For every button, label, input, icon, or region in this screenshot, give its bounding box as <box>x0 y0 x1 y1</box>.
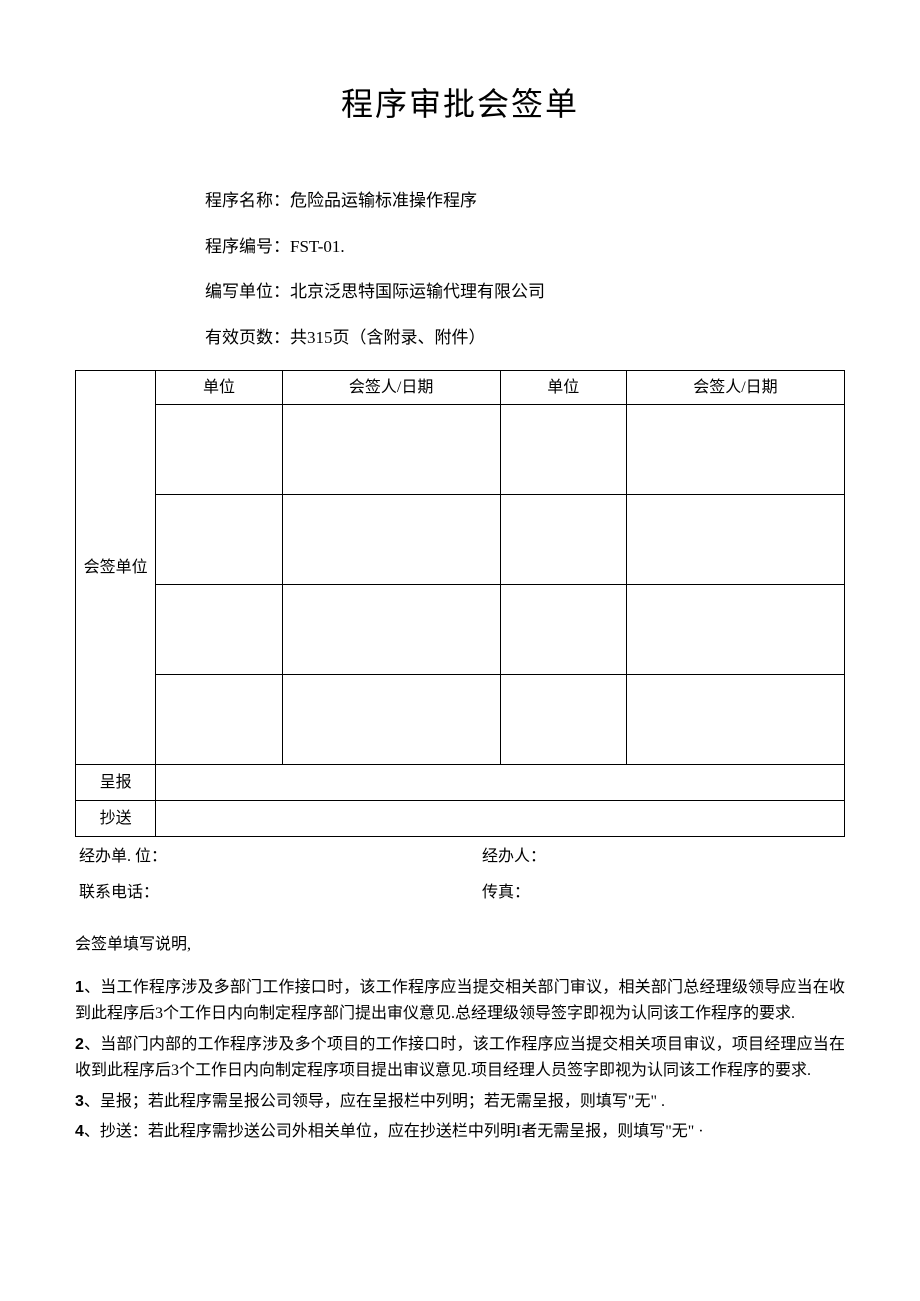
cell <box>626 495 844 585</box>
cell <box>156 675 282 765</box>
header-sign1: 会签人/日期 <box>282 371 500 405</box>
cell <box>282 405 500 495</box>
report-row: 呈报 <box>76 765 845 801</box>
notes-block: 1、当工作程序涉及多部门工作接口时，该工作程序应当提交相关部门审议，相关部门总经… <box>75 975 845 1145</box>
table-row <box>76 585 845 675</box>
copy-value-cell <box>156 801 845 837</box>
note-text: 、当工作程序涉及多部门工作接口时，该工作程序应当提交相关部门审议，相关部门总经理… <box>75 979 845 1022</box>
info-name-label: 程序名称： <box>205 191 290 210</box>
info-pages-value: 共315页（含附录、附件） <box>290 328 486 347</box>
header-sign2: 会签人/日期 <box>626 371 844 405</box>
note-item: 3、呈报；若此程序需呈报公司领导，应在呈报栏中列明；若无需呈报，则填写"无" . <box>75 1089 845 1115</box>
side-label: 会签单位 <box>84 559 148 576</box>
cell <box>156 495 282 585</box>
cell <box>500 675 626 765</box>
cell <box>282 495 500 585</box>
handler-unit: 经办单. 位： <box>75 845 442 869</box>
cell <box>282 585 500 675</box>
info-author-value: 北京泛思特国际运输代理有限公司 <box>290 282 545 301</box>
note-text: 、当部门内部的工作程序涉及多个项目的工作接口时，该工作程序应当提交相关项目审议，… <box>75 1036 845 1079</box>
document-title: 程序审批会签单 <box>75 80 845 128</box>
header-unit2: 单位 <box>500 371 626 405</box>
cell <box>156 585 282 675</box>
note-num: 4 <box>75 1123 84 1140</box>
signoff-table: 会签单位 单位 会签人/日期 单位 会签人/日期 呈报 抄送 <box>75 370 845 837</box>
info-code-value: FST-01. <box>290 237 345 256</box>
note-num: 3 <box>75 1093 84 1110</box>
copy-row: 抄送 <box>76 801 845 837</box>
note-text: 、抄送：若此程序需抄送公司外相关单位，应在抄送栏中列明I者无需呈报，则填写"无"… <box>84 1123 704 1140</box>
report-label-cell: 呈报 <box>76 765 156 801</box>
meta-row-2: 联系电话： 传真： <box>75 881 845 905</box>
cell <box>156 405 282 495</box>
table-row <box>76 405 845 495</box>
cell <box>500 405 626 495</box>
notes-title: 会签单填写说明, <box>75 933 845 957</box>
note-item: 2、当部门内部的工作程序涉及多个项目的工作接口时，该工作程序应当提交相关项目审议… <box>75 1032 845 1085</box>
table-row <box>76 495 845 585</box>
side-label-cell: 会签单位 <box>76 371 156 765</box>
note-item: 4、抄送：若此程序需抄送公司外相关单位，应在抄送栏中列明I者无需呈报，则填写"无… <box>75 1119 845 1145</box>
cell <box>500 585 626 675</box>
info-pages-label: 有效页数： <box>205 328 290 347</box>
info-pages: 有效页数：共315页（含附录、附件） <box>205 325 845 351</box>
info-name: 程序名称：危险品运输标准操作程序 <box>205 188 845 214</box>
note-item: 1、当工作程序涉及多部门工作接口时，该工作程序应当提交相关部门审议，相关部门总经… <box>75 975 845 1028</box>
note-num: 1 <box>75 979 84 996</box>
table-header-row: 会签单位 单位 会签人/日期 单位 会签人/日期 <box>76 371 845 405</box>
info-author-label: 编写单位： <box>205 282 290 301</box>
note-text: 、呈报；若此程序需呈报公司领导，应在呈报栏中列明；若无需呈报，则填写"无" . <box>84 1093 665 1110</box>
phone: 联系电话： <box>75 881 442 905</box>
fax: 传真： <box>442 881 845 905</box>
report-value-cell <box>156 765 845 801</box>
cell <box>626 585 844 675</box>
info-name-value: 危险品运输标准操作程序 <box>290 191 477 210</box>
copy-label-cell: 抄送 <box>76 801 156 837</box>
info-author: 编写单位：北京泛思特国际运输代理有限公司 <box>205 279 845 305</box>
cell <box>500 495 626 585</box>
note-num: 2 <box>75 1036 84 1053</box>
header-unit1: 单位 <box>156 371 282 405</box>
table-row <box>76 675 845 765</box>
cell <box>626 405 844 495</box>
cell <box>626 675 844 765</box>
info-code-label: 程序编号： <box>205 237 290 256</box>
meta-row-1: 经办单. 位： 经办人： <box>75 845 845 869</box>
info-block: 程序名称：危险品运输标准操作程序 程序编号：FST-01. 编写单位：北京泛思特… <box>205 188 845 350</box>
cell <box>282 675 500 765</box>
handler: 经办人： <box>442 845 845 869</box>
info-code: 程序编号：FST-01. <box>205 234 845 260</box>
